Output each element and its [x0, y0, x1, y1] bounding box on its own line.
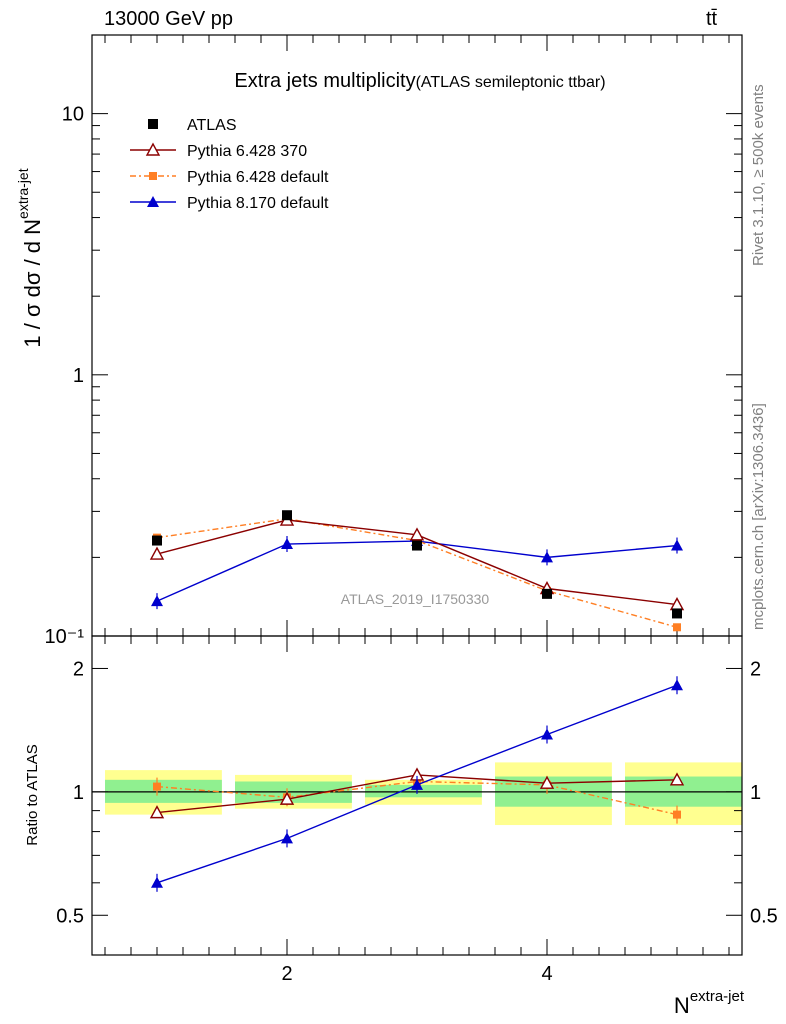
y-tick-label: 1	[73, 365, 84, 387]
mcplots-label: mcplots.cern.ch [arXiv:1306.3436]	[750, 403, 767, 630]
analysis-label: ATLAS_2019_I1750330	[341, 591, 490, 607]
legend-label: ATLAS	[187, 117, 237, 134]
legend-label: Pythia 6.428 default	[187, 169, 329, 186]
ratio-y-tick-label: 1	[73, 782, 84, 804]
energy-label: 13000 GeV pp	[104, 8, 233, 30]
ratio-y-tick-label: 2	[73, 658, 84, 680]
x-tick-label: 2	[281, 963, 292, 985]
legend-marker-py8_default	[147, 196, 159, 207]
data-point-py6_370	[409, 527, 425, 541]
ratio-point-py8_default	[151, 876, 163, 888]
data-point-py8_default	[151, 595, 163, 607]
chart-title: Extra jets multiplicity(ATLAS semilepton…	[234, 70, 605, 92]
ratio-y-axis-label: Ratio to ATLAS	[24, 744, 41, 845]
ratio-point-py6_370	[539, 775, 555, 789]
ratio-point-py8_default	[541, 728, 553, 740]
rivet-label: Rivet 3.1.10, ≥ 500k events	[750, 84, 767, 266]
data-point-atlas	[412, 540, 422, 551]
y-tick-label: 10	[62, 104, 84, 126]
data-point-py8_default	[541, 551, 553, 563]
ratio-point-py8_default	[281, 832, 293, 844]
ratio-y-tick-label: 0.5	[56, 905, 84, 927]
y-axis-label: 1 / σ dσ / d Nextra-jet	[15, 168, 45, 347]
ratio-point-py6_370	[149, 805, 165, 819]
y-tick-label: 10⁻¹	[45, 626, 85, 648]
ratio-point-py8_default	[411, 778, 423, 790]
x-tick-label: 4	[541, 963, 552, 985]
ratio-point-py6_370	[669, 772, 685, 786]
legend-marker-atlas	[148, 119, 158, 129]
ratio-point-py8_default	[671, 679, 683, 691]
ratio-point-py6_default	[673, 810, 681, 819]
legend-label: Pythia 6.428 370	[187, 143, 307, 160]
x-axis-label: Nextra-jet	[674, 988, 745, 1018]
legend-label: Pythia 8.170 default	[187, 195, 329, 212]
ratio-band-inner	[365, 784, 482, 798]
data-point-py6_default	[673, 623, 681, 632]
data-point-py8_default	[281, 538, 293, 550]
data-point-py8_default	[671, 539, 683, 551]
data-point-atlas	[672, 608, 682, 619]
ratio-y-tick-label-right: 0.5	[750, 905, 778, 927]
ratio-y-tick-label-right: 1	[750, 782, 761, 804]
process-label: tt̄	[706, 8, 718, 30]
data-point-atlas	[152, 535, 162, 546]
legend-marker-py6_default	[149, 172, 157, 180]
data-point-atlas	[542, 588, 552, 599]
legend-marker-py6_370	[145, 142, 161, 156]
data-point-py6_370	[149, 546, 165, 560]
ratio-point-py6_default	[153, 782, 161, 791]
ratio-point-py6_370	[279, 791, 295, 805]
data-point-atlas	[282, 510, 292, 521]
ratio-y-tick-label-right: 2	[750, 658, 761, 680]
series-line-py6_default	[156, 518, 678, 628]
